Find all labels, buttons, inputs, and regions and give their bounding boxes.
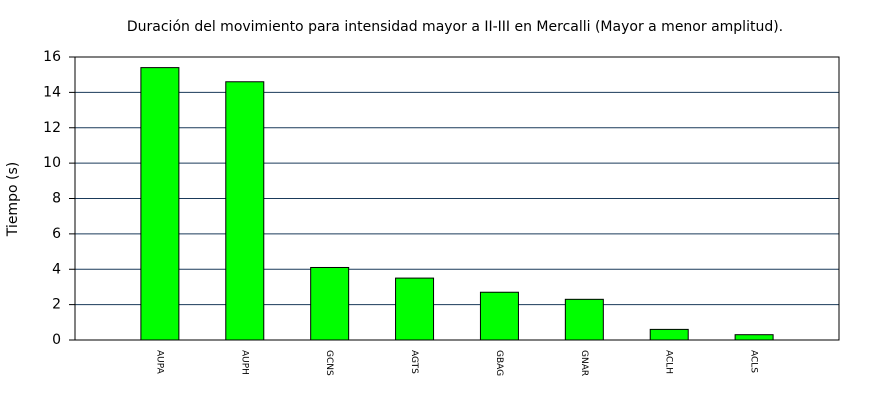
bar	[734, 334, 774, 341]
bar	[564, 298, 604, 341]
y-tick-label: 2	[52, 297, 61, 313]
y-tick-label: 8	[52, 191, 61, 207]
y-tick-label: 14	[43, 84, 61, 100]
plot-frame	[74, 56, 840, 341]
x-tick-label: AUPA	[154, 350, 164, 375]
bar	[479, 291, 519, 341]
x-tick-label: ACLH	[664, 350, 674, 374]
y-tick-label: 10	[43, 155, 61, 171]
bar	[225, 81, 265, 341]
x-tick-label: AGTS	[409, 350, 419, 374]
x-tick-label: GBAG	[494, 350, 504, 376]
chart-title: Duración del movimiento para intensidad …	[127, 19, 783, 35]
x-tick-label: GNAR	[579, 350, 589, 376]
y-tick-label: 6	[52, 226, 61, 242]
bar	[649, 328, 689, 341]
bar	[395, 277, 435, 341]
y-tick-label: 0	[52, 332, 61, 348]
y-tick-label: 12	[43, 120, 61, 136]
y-tick-label: 4	[52, 261, 61, 277]
bar	[310, 266, 350, 341]
bar	[140, 67, 180, 341]
x-tick-label: AUPH	[239, 350, 249, 375]
x-tick-label: GCNS	[324, 350, 334, 376]
y-axis-label: Tiempo (s)	[5, 162, 21, 237]
x-tick-label: ACLS	[749, 350, 759, 373]
y-tick-label: 16	[43, 49, 61, 65]
